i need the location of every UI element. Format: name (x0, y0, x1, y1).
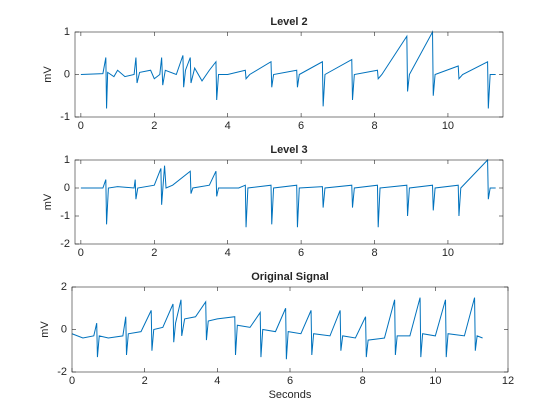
y-tick-label: 0 (61, 323, 67, 335)
x-tick-label: 4 (225, 247, 231, 259)
x-tick-label: 6 (298, 120, 304, 132)
x-tick-label: 4 (225, 120, 231, 132)
x-tick-label: 0 (69, 375, 75, 387)
x-tick-label: 10 (442, 247, 454, 259)
x-tick-label: 4 (214, 375, 220, 387)
x-axis-label: Seconds (269, 389, 312, 401)
signal-line (80, 30, 496, 109)
y-tick-label: 0 (64, 68, 70, 80)
y-tick-label: -2 (57, 366, 67, 378)
axes-background (75, 160, 503, 244)
x-tick-label: 8 (371, 120, 377, 132)
x-tick-label: 2 (151, 120, 157, 132)
subplot-title: Level 2 (270, 16, 307, 28)
axes-box (74, 159, 504, 245)
y-axis-label: mV (39, 321, 51, 338)
y-axis-label: mV (42, 193, 54, 210)
x-tick-label: 0 (78, 247, 84, 259)
x-tick-label: 2 (151, 247, 157, 259)
axes-background (75, 32, 503, 117)
signal-line (80, 158, 496, 228)
y-tick-label: 0 (64, 182, 70, 194)
y-tick-label: 1 (64, 154, 70, 166)
signal-line (71, 297, 483, 360)
x-tick-label: 6 (287, 375, 293, 387)
y-axis-label: mV (42, 66, 54, 83)
x-tick-label: 10 (442, 120, 454, 132)
subplot-title: Original Signal (251, 271, 329, 283)
x-tick-label: 8 (360, 375, 366, 387)
y-tick-label: 2 (61, 281, 67, 293)
y-tick-label: 1 (64, 26, 70, 38)
x-tick-label: 12 (502, 375, 514, 387)
subplot-title: Level 3 (270, 144, 307, 156)
x-tick-label: 10 (429, 375, 441, 387)
y-tick-label: -1 (60, 111, 70, 123)
axes-background (72, 287, 508, 372)
x-tick-label: 6 (298, 247, 304, 259)
x-tick-label: 8 (371, 247, 377, 259)
y-tick-label: -1 (60, 210, 70, 222)
x-tick-label: 0 (78, 120, 84, 132)
y-tick-label: -2 (60, 238, 70, 250)
x-tick-label: 2 (142, 375, 148, 387)
